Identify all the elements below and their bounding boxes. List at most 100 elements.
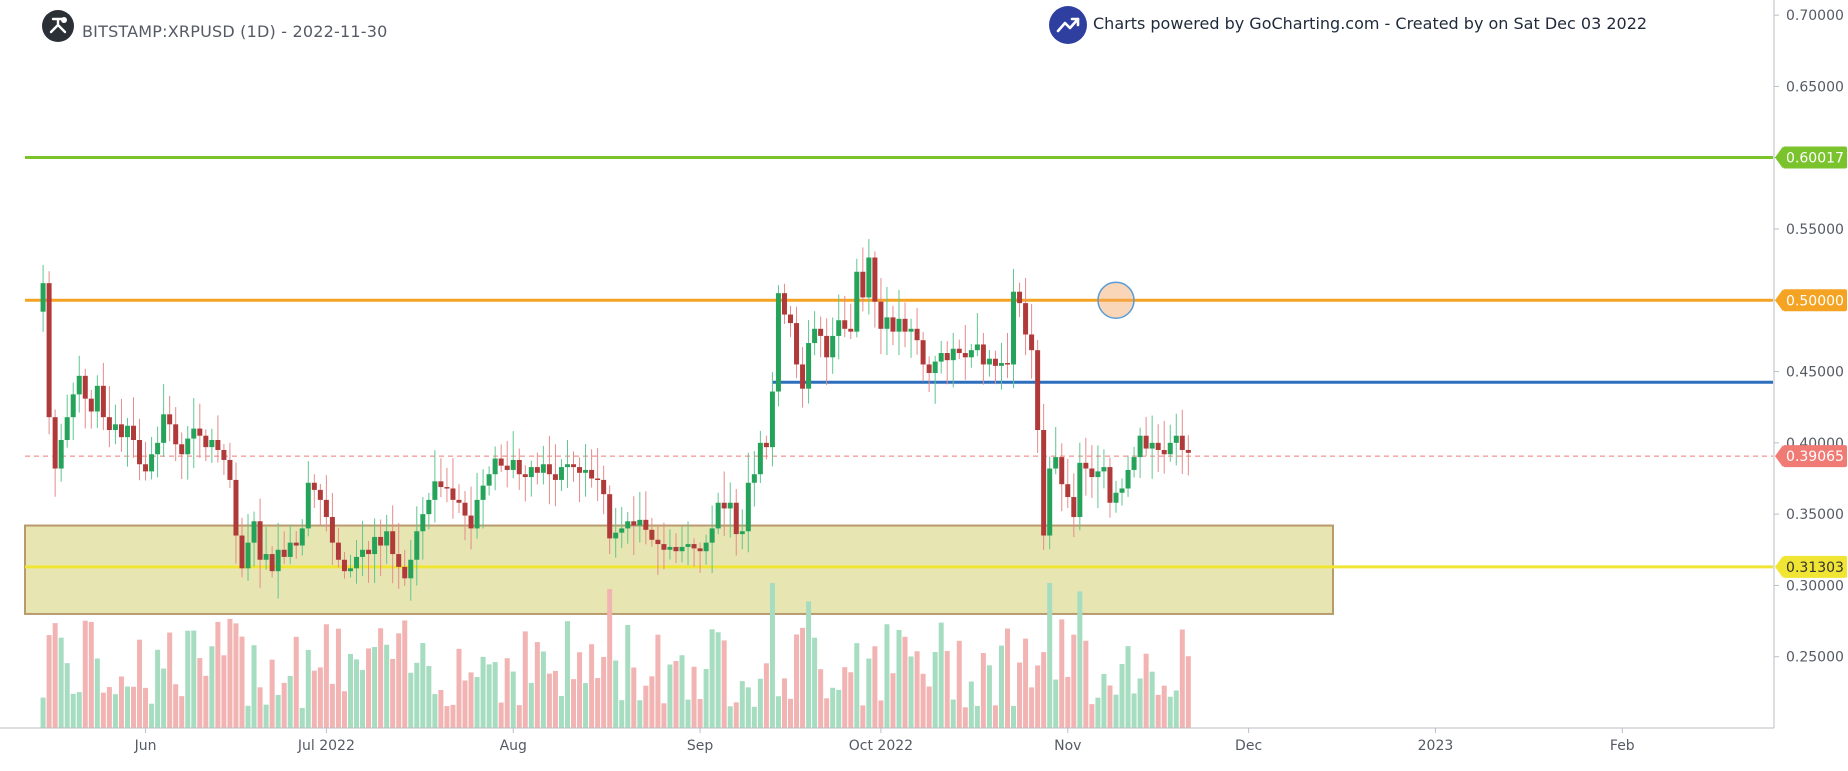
volume-bar [564,621,570,728]
candle-body [450,488,456,500]
candle-body [402,566,408,579]
volume-bar [896,629,902,728]
volume-bar [311,670,317,728]
candle-body [64,417,70,440]
volume-bar [118,676,124,728]
candle-body [1185,449,1191,453]
volume-bar [366,648,372,728]
level-resistance-high-badge [1783,146,1847,169]
candle-body [794,323,800,365]
volume-bar [540,651,546,728]
volume-bar [40,697,46,728]
candle-body [360,549,366,557]
candle-body [251,521,257,543]
candle-body [378,536,384,546]
level-resistance-high-pointer [1775,146,1783,169]
candle-body [601,479,607,495]
candle-body [661,544,667,550]
candle-body [1113,492,1119,503]
candle-body [354,556,360,569]
candle-body [920,340,926,365]
candle-body [534,467,540,473]
volume-bar [890,673,896,728]
candle-body [956,348,962,354]
volume-bar [697,699,703,728]
level-support-pointer [1775,555,1783,578]
volume-bar [908,656,914,728]
volume-bar [818,669,824,728]
volume-bar [378,628,384,728]
candle-body [902,318,908,332]
volume-bar [335,628,341,728]
candle-body [595,478,601,480]
candle-body [341,559,347,572]
volume-bar [426,665,432,728]
candle-body [589,469,595,479]
volume-bar [329,683,335,728]
volume-bar [673,661,679,728]
volume-bar [571,679,577,728]
volume-bar [468,672,474,728]
candle-body [649,529,655,540]
candle-body [1029,334,1035,351]
volume-bar [173,684,179,728]
candle-body [896,318,902,332]
volume-bar [209,646,215,728]
candle-body [1101,467,1107,472]
candle-body [806,343,812,389]
volume-bar [763,663,769,728]
candle-body [655,539,661,545]
candle-body [311,482,317,490]
volume-bar [269,659,275,728]
candle-body [1035,350,1041,431]
volume-bar [474,677,480,728]
symbol-title: BITSTAMP:XRPUSD (1D) - 2022-11-30 [82,22,388,41]
volume-bar [281,682,287,728]
candle-body [233,479,239,536]
candle-body [986,358,992,365]
candle-body [854,271,860,332]
candle-body [263,554,269,560]
x-tick-label: Aug [500,738,527,754]
level-resistance-mid-badge [1783,289,1847,312]
candle-body [1065,484,1071,498]
volume-bar [872,646,878,728]
volume-bar [739,681,745,728]
candle-body [781,293,787,315]
candle-body [1167,442,1173,455]
volume-bar [191,630,197,728]
candle-body [1004,363,1010,365]
volume-bar [1029,687,1035,728]
volume-bar [227,618,233,728]
volume-bar [643,685,649,728]
candle-body [197,428,203,436]
candle-body [1041,430,1047,536]
volume-bar [516,705,522,728]
candle-body [480,485,486,500]
volume-bar [601,656,607,728]
volume-layer [40,583,1191,728]
candle-body [384,531,390,546]
volume-bar [589,644,595,728]
volume-bar [1004,628,1010,728]
volume-bar [631,667,637,728]
volume-bar [703,669,709,728]
volume-bar [932,651,938,728]
volume-bar [185,630,191,728]
volume-bar [685,699,691,728]
candle-body [414,531,420,560]
candle-body [1047,468,1053,536]
volume-bar [691,666,697,728]
volume-bar [902,636,908,728]
candle-body [1155,442,1161,450]
candle-body [269,554,275,572]
level-resistance-mid-badge-label: 0.50000 [1786,293,1844,309]
candle-body [745,482,751,532]
candle-body [149,454,155,472]
candle-body [1095,471,1101,478]
volume-bar [661,703,667,728]
volume-bar [619,700,625,728]
volume-bar [914,651,920,728]
candle-body [106,417,112,431]
